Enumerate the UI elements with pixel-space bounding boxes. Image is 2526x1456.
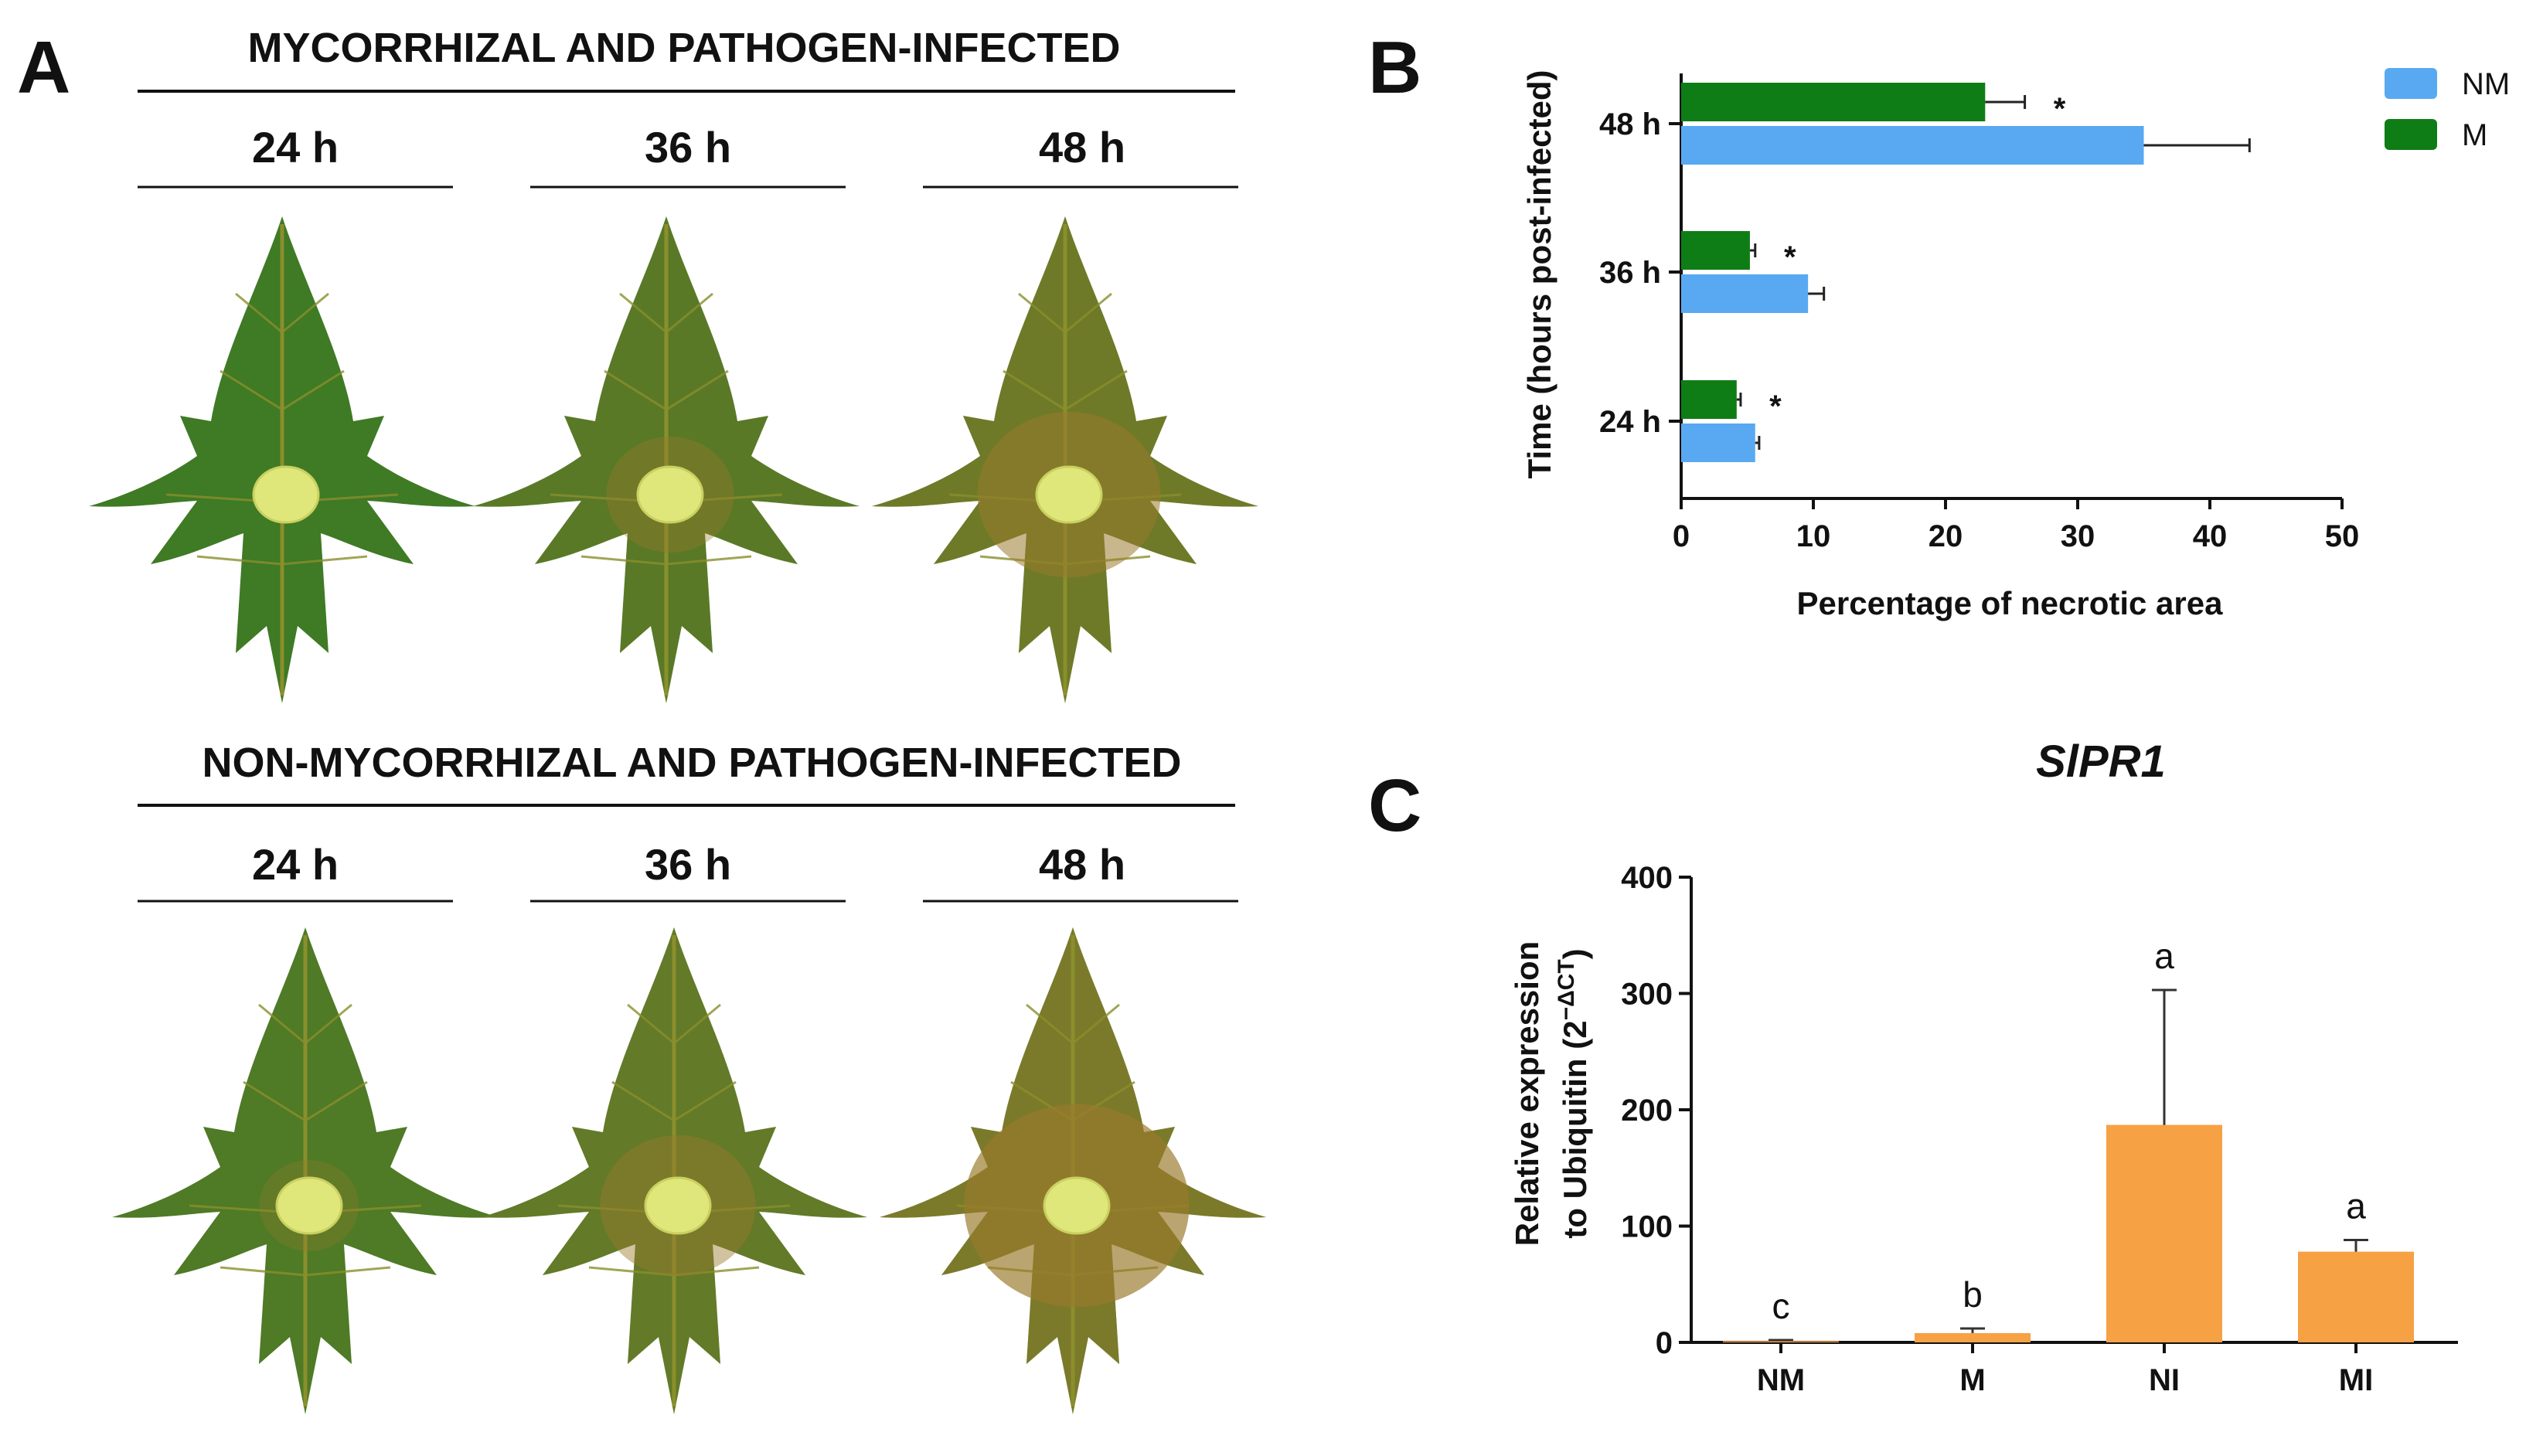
chart-b-legend-label-M: M: [2462, 118, 2487, 152]
chart-b-significance-1: *: [1784, 240, 1796, 274]
panel-a: MYCORRHIZAL AND PATHOGEN-INFECTED 24 h 3…: [89, 25, 1266, 1414]
panel-a-top-time-24: 24 h: [252, 123, 339, 172]
chart-b-bar-M-2: [1681, 380, 1737, 419]
chart-c-x-tick-label-NM: NM: [1757, 1363, 1805, 1397]
leaf-top-0: [89, 216, 475, 703]
chart-b-x-tick-label: 20: [1929, 519, 1963, 553]
chart-c-ylabel-line2: to Ubiquitin (2−ΔCT): [1554, 948, 1593, 1238]
chart-b-y-tick-label: 24 h: [1599, 405, 1661, 439]
chart-slpr1-expression: SlPR1 Relative expression to Ubiquitin (…: [1509, 737, 2458, 1397]
leaf-infection-disc: [636, 465, 704, 524]
chart-c-bar-M: [1915, 1332, 2031, 1342]
chart-b-y-tick-label: 36 h: [1599, 256, 1661, 290]
chart-b-x-tick-label: 10: [1796, 519, 1831, 553]
chart-b-bar-M-1: [1681, 231, 1750, 270]
chart-c-significance-NI: a: [2154, 936, 2174, 976]
chart-c-significance-MI: a: [2346, 1186, 2366, 1226]
leaf-veins: [550, 292, 783, 566]
chart-b-legend-label-NM: NM: [2462, 67, 2510, 101]
chart-b-legend-swatch-NM: [2385, 68, 2437, 99]
leaf-top-2: [872, 216, 1258, 703]
leaf-bottom-2: [880, 927, 1266, 1414]
panel-a-letter: A: [17, 26, 70, 109]
leaf-infection-disc: [644, 1176, 712, 1235]
panel-a-bottom-time-24: 24 h: [252, 840, 339, 889]
panel-c-letter: C: [1368, 764, 1421, 847]
chart-c-y-tick-label: 400: [1621, 861, 1673, 895]
chart-c-y-tick-label: 300: [1621, 978, 1673, 1012]
leaf-row-top: [89, 216, 1258, 703]
chart-b-legend-swatch-M: [2385, 119, 2437, 150]
chart-b-x-tick-label: 0: [1673, 519, 1690, 553]
leaf-infection-disc: [252, 465, 320, 524]
chart-c-y-tick-label: 0: [1656, 1326, 1673, 1360]
chart-c-ylabel-line2-main: to Ubiquitin (2: [1557, 1020, 1593, 1238]
leaf-infection-disc: [1043, 1176, 1111, 1235]
chart-c-x-tick-label-MI: MI: [2339, 1363, 2373, 1397]
leaf-bottom-0: [112, 927, 499, 1414]
chart-c-significance-NM: c: [1772, 1286, 1790, 1326]
leaf-top-1: [473, 216, 860, 703]
chart-c-ylabel-end: ): [1557, 948, 1593, 959]
chart-b-bar-NM-2: [1681, 424, 1755, 462]
chart-c-bar-NM: [1723, 1341, 1839, 1342]
chart-b-significance-0: *: [2054, 92, 2066, 126]
leaf-veins: [165, 292, 399, 566]
chart-b-bar-NM-1: [1681, 274, 1809, 313]
chart-b-bar-M-0: [1681, 83, 1986, 121]
chart-b-significance-2: *: [1769, 390, 1782, 424]
chart-c-ylabel-sup: −ΔCT: [1554, 959, 1579, 1020]
leaf-veins: [557, 1003, 791, 1277]
panel-a-top-time-36: 36 h: [645, 123, 731, 172]
leaf-row-bottom: [112, 927, 1266, 1414]
panel-a-bottom-header: NON-MYCORRHIZAL AND PATHOGEN-INFECTED: [203, 740, 1182, 786]
leaf-veins: [189, 1003, 422, 1277]
leaf-infection-disc: [275, 1176, 343, 1235]
chart-c-x-tick-label-M: M: [1959, 1363, 1985, 1397]
chart-c-y-tick-label: 100: [1621, 1210, 1673, 1244]
chart-b-y-tick-label: 48 h: [1599, 107, 1661, 141]
leaf-infection-disc: [1035, 465, 1103, 524]
chart-b-x-tick-label: 50: [2325, 519, 2360, 553]
chart-c-significance-M: b: [1963, 1274, 1983, 1315]
leaf-bottom-1: [481, 927, 867, 1414]
panel-a-top-time-48: 48 h: [1039, 123, 1125, 172]
chart-b-ylabel: Time (hours post-infected): [1521, 70, 1557, 479]
chart-b-bar-NM-0: [1681, 126, 2144, 165]
chart-c-ylabel-line1: Relative expression: [1509, 941, 1545, 1247]
chart-c-title: SlPR1: [2036, 737, 2166, 787]
chart-c-bar-MI: [2298, 1251, 2414, 1342]
panel-a-top-header: MYCORRHIZAL AND PATHOGEN-INFECTED: [248, 25, 1121, 71]
chart-c-y-tick-label: 200: [1621, 1094, 1673, 1128]
chart-b-x-tick-label: 30: [2061, 519, 2095, 553]
chart-c-bar-NI: [2106, 1124, 2222, 1342]
chart-b-xlabel: Percentage of necrotic area: [1797, 585, 2224, 621]
panel-a-bottom-time-48: 48 h: [1039, 840, 1125, 889]
panel-a-bottom-time-36: 36 h: [645, 840, 731, 889]
panel-b-letter: B: [1368, 26, 1421, 109]
chart-c-x-tick-label-NI: NI: [2149, 1363, 2180, 1397]
chart-b-x-tick-label: 40: [2193, 519, 2228, 553]
chart-necrotic-area: Time (hours post-infected) Percentage of…: [1521, 67, 2510, 621]
